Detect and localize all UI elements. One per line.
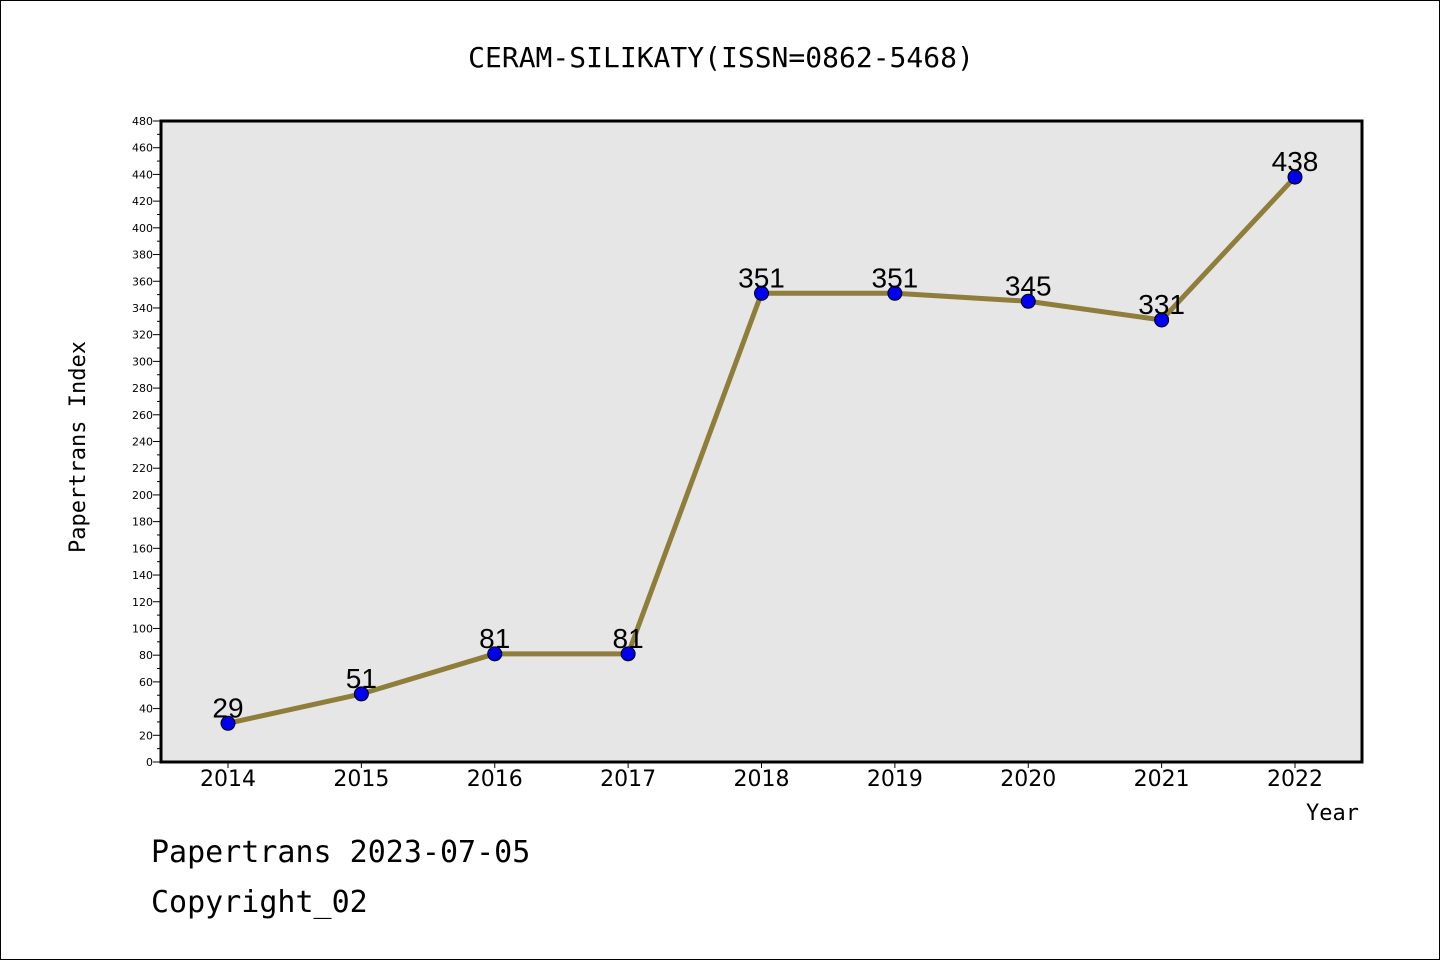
y-tick-label: 120	[132, 596, 153, 609]
x-tick-label: 2017	[600, 767, 656, 792]
data-point	[1287, 169, 1303, 185]
y-tick-label: 420	[132, 195, 153, 208]
x-tick-label: 2020	[1000, 767, 1056, 792]
y-axis: 0 20 40 60 80 100 120 140 160 180 200 220 240 260 280 3…	[132, 115, 161, 769]
y-tick-label: 80	[139, 649, 153, 662]
y-tick-label: 260	[132, 409, 153, 422]
data-labels: 29 51 81 81 351 351 345 331 438	[212, 146, 1318, 723]
y-tick-label: 340	[132, 302, 153, 315]
y-tick-label: 240	[132, 436, 153, 449]
data-label: 345	[1005, 270, 1052, 301]
footer-date: Papertrans 2023-07-05	[151, 835, 531, 870]
y-tick-label: 60	[139, 676, 153, 689]
plot-area	[159, 119, 1364, 764]
data-label: 331	[1138, 289, 1185, 320]
y-tick-label: 360	[132, 275, 153, 288]
data-points	[220, 169, 1303, 731]
data-point	[353, 686, 369, 702]
y-tick-label: 300	[132, 355, 153, 368]
data-label: 438	[1272, 146, 1319, 177]
data-point	[1154, 312, 1170, 328]
y-tick-label: 220	[132, 462, 153, 475]
data-point	[487, 646, 503, 662]
data-label: 29	[212, 692, 243, 723]
y-tick-label: 40	[139, 703, 153, 716]
data-label: 351	[872, 262, 919, 293]
data-point	[620, 646, 636, 662]
data-label: 51	[346, 663, 377, 694]
y-tick-label: 460	[132, 142, 153, 155]
y-tick-label: 180	[132, 516, 153, 529]
chart-title: CERAM-SILIKATY(ISSN=0862-5468)	[468, 41, 974, 74]
data-label: 81	[479, 623, 510, 654]
data-label: 351	[738, 262, 785, 293]
data-point	[1020, 293, 1036, 309]
x-axis-label: Year	[1306, 801, 1359, 826]
y-tick-label: 280	[132, 382, 153, 395]
y-tick-label: 380	[132, 249, 153, 262]
y-tick-label: 400	[132, 222, 153, 235]
x-tick-label: 2021	[1134, 767, 1190, 792]
y-tick-label: 320	[132, 329, 153, 342]
x-axis: 2014 2015 2016 2017 2018 2019 2020 2021 2022	[200, 762, 1323, 792]
y-tick-label: 480	[132, 115, 153, 128]
y-tick-label: 140	[132, 569, 153, 582]
x-tick-label: 2019	[867, 767, 923, 792]
x-tick-label: 2016	[467, 767, 523, 792]
y-tick-label: 0	[146, 756, 153, 769]
data-point	[754, 285, 769, 301]
y-tick-label: 160	[132, 542, 153, 555]
y-tick-label: 100	[132, 622, 153, 635]
x-tick-label: 2022	[1267, 767, 1323, 792]
x-tick-label: 2018	[734, 767, 790, 792]
y-tick-label: 20	[139, 729, 153, 742]
data-point	[887, 285, 903, 301]
y-tick-label: 200	[132, 489, 153, 502]
x-tick-label: 2015	[333, 767, 389, 792]
data-point	[220, 715, 236, 731]
y-axis-label: Papertrans Index	[66, 341, 91, 553]
footer-copyright: Copyright_02	[151, 885, 368, 920]
x-tick-label: 2014	[200, 767, 256, 792]
data-label: 81	[613, 623, 644, 654]
y-tick-label: 440	[132, 168, 153, 181]
